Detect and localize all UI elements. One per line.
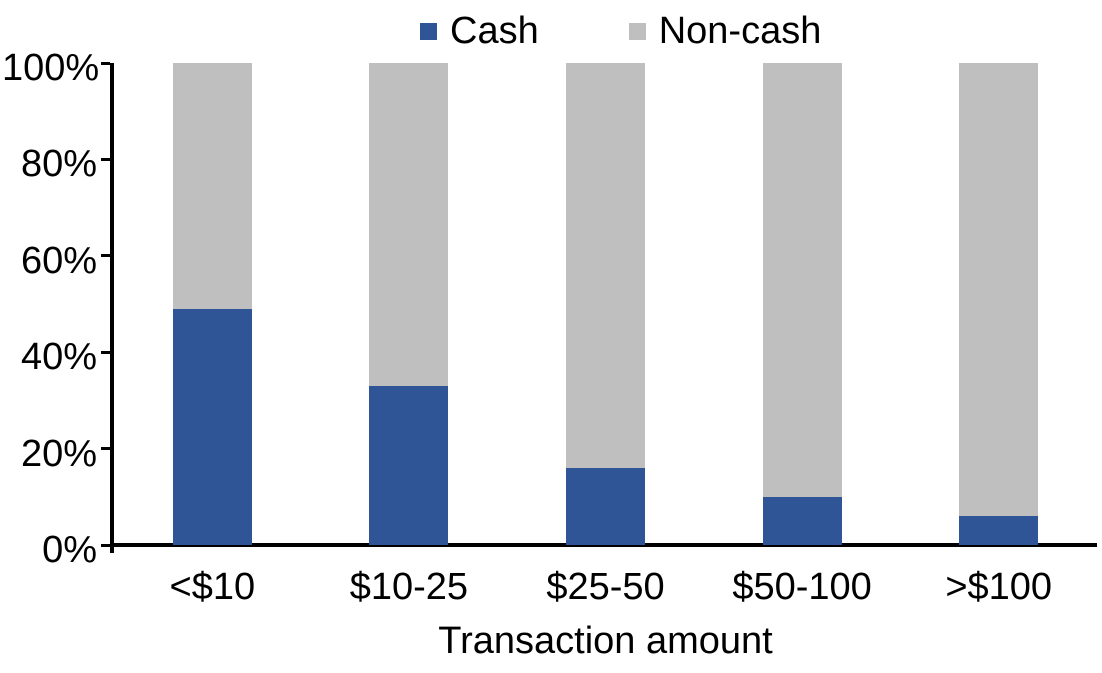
x-axis-line	[110, 543, 1097, 547]
y-axis-tick-label: 80%	[20, 143, 97, 186]
y-axis-tick-label: 0%	[42, 529, 97, 571]
x-axis-category-label: $25-50	[546, 566, 665, 608]
y-axis-tick	[101, 157, 110, 161]
x-axis-category-label: $50-100	[732, 566, 872, 608]
bar-segment-cash	[566, 467, 645, 545]
x-axis-category-label: $10-25	[349, 566, 469, 608]
bar-50-100	[762, 63, 842, 545]
y-axis-tick	[101, 447, 110, 451]
x-axis-category-label: <$10	[169, 566, 256, 608]
y-axis-tick	[101, 61, 110, 65]
y-axis-tick-label: 60%	[20, 239, 97, 282]
legend-item-cash: Cash	[420, 12, 539, 50]
cash-legend-swatch-icon	[420, 22, 437, 40]
bar-segment-non-cash	[566, 63, 645, 468]
y-axis-tick	[101, 350, 110, 354]
bar-25-50	[566, 63, 645, 545]
bar-segment-non-cash	[369, 63, 449, 386]
y-axis-tick	[101, 254, 110, 258]
plot-area	[114, 63, 1097, 545]
y-axis-tick	[101, 543, 110, 547]
bar-segment-non-cash	[959, 63, 1039, 517]
y-axis-tick-label: 40%	[20, 336, 97, 379]
bar-100	[959, 63, 1039, 545]
x-axis-category-label: >$100	[945, 566, 1053, 608]
legend-label-non-cash: Non-cash	[658, 10, 822, 52]
x-axis-title: Transaction amount	[438, 620, 773, 662]
legend: Cash Non-cash	[420, 8, 821, 54]
bar-segment-cash	[369, 385, 449, 545]
bar-10	[172, 63, 252, 545]
bar-segment-cash	[172, 308, 252, 545]
y-axis-tick-label: 100%	[2, 47, 100, 89]
bar-segment-non-cash	[762, 63, 842, 497]
bar-segment-non-cash	[172, 63, 252, 309]
legend-item-non-cash: Non-cash	[628, 10, 822, 52]
non-cash-legend-swatch-icon	[628, 22, 646, 40]
y-axis-tick-label: 20%	[20, 432, 97, 475]
y-axis-line	[110, 63, 114, 553]
legend-label-cash: Cash	[450, 10, 539, 52]
bar-segment-cash	[959, 516, 1039, 545]
bar-10-25	[369, 63, 449, 545]
bar-segment-cash	[762, 496, 842, 545]
